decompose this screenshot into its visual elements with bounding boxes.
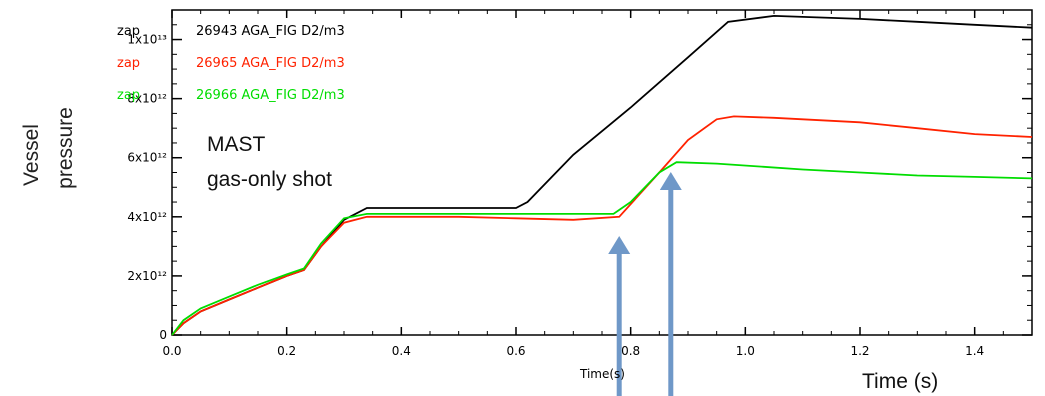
legend-entry: 26965 AGA_FIG D2/m3: [196, 56, 345, 71]
annotation-mast: MAST: [207, 133, 266, 156]
x-tick-label: 0.2: [277, 344, 296, 358]
y-tick-label: 6x10¹²: [127, 151, 167, 165]
x-tick-label: 1.0: [736, 344, 755, 358]
y-axis-label-line2: pressure: [54, 107, 77, 189]
y-axis-label-line1: Vessel: [20, 124, 43, 186]
legend-tag: zap: [117, 56, 140, 71]
x-tick-label: 1.4: [965, 344, 984, 358]
axis-ticks: 0.0 0.2 0.4 0.6 0.8 1.0 1.2 1.4 0 2x10¹² 4x10¹² 6x1…: [127, 9, 1033, 358]
annotation-arrow-head: [659, 172, 682, 190]
series-line-3: [171, 161, 1033, 336]
legend-entry: 26943 AGA_FIG D2/m3: [196, 24, 345, 39]
x-axis-label: Time (s): [862, 370, 938, 393]
legend-entry: 26966 AGA_FIG D2/m3: [196, 88, 345, 103]
y-tick-label: 4x10¹²: [127, 210, 167, 224]
legend-tag: zap: [117, 24, 140, 39]
x-tick-label: 0.6: [506, 344, 525, 358]
annotation-gas-only-shot: gas-only shot: [207, 168, 332, 191]
annotation-arrows: [608, 172, 682, 396]
legend-tag: zap: [117, 88, 140, 103]
x-axis-inner-label: Time(s): [579, 367, 625, 381]
x-tick-label: 0.8: [621, 344, 640, 358]
y-tick-label: 0: [159, 328, 167, 342]
y-tick-label: 2x10¹²: [127, 269, 167, 283]
series-line-2: [171, 115, 1033, 336]
y-tick-label: 1x10¹³: [127, 33, 167, 47]
x-tick-label: 0.0: [162, 344, 181, 358]
series-lines: [171, 14, 1033, 336]
legend: zap 26943 AGA_FIG D2/m3 zap 26965 AGA_FIG D…: [117, 24, 345, 103]
y-tick-label: 8x10¹²: [127, 92, 167, 106]
x-tick-label: 0.4: [392, 344, 411, 358]
x-tick-label: 1.2: [850, 344, 869, 358]
annotation-arrow-head: [608, 236, 631, 254]
